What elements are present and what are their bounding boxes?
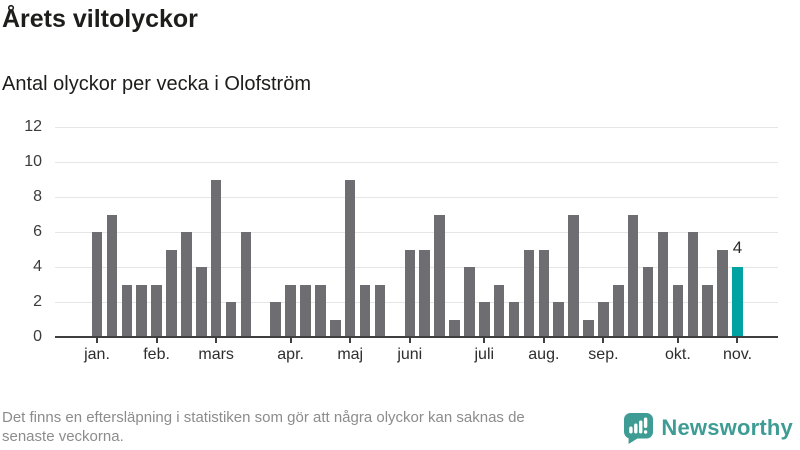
bar-week-26 [464, 267, 475, 337]
month-tick-juli [483, 337, 486, 343]
bar-week-1 [91, 232, 103, 337]
month-tick-juni [408, 337, 411, 343]
bar-week-41 [687, 232, 699, 337]
y-axis-label-0: 0 [33, 328, 42, 345]
y-axis-label-4: 4 [33, 258, 42, 275]
gridline-12 [55, 126, 778, 128]
bar-week-35 [598, 302, 609, 337]
newsworthy-logo-text: Newsworthy [661, 415, 793, 440]
bar-week-11 [240, 232, 252, 337]
month-tick-sep [602, 337, 605, 343]
bar-week-44 [732, 267, 743, 337]
month-tick-jan [96, 337, 98, 343]
month-label-feb: feb. [143, 346, 170, 363]
highlight-value-label: 4 [732, 238, 743, 257]
bar-week-42 [702, 284, 713, 337]
bar-week-30 [523, 249, 535, 337]
bar-week-28 [493, 284, 505, 337]
month-label-juni: juni [397, 346, 423, 363]
gridline-10 [55, 161, 778, 163]
footer-note-line-2: senaste veckorna. [2, 427, 124, 445]
month-tick-mars [215, 337, 218, 343]
bar-week-19 [359, 284, 371, 337]
footer-note: Det finns en eftersläpning i statistiken… [2, 409, 525, 446]
bar-week-29 [508, 302, 520, 337]
bar-week-8 [196, 267, 207, 337]
bar-week-13 [270, 302, 281, 337]
bar-week-33 [568, 214, 579, 337]
bar-week-24 [434, 214, 445, 337]
month-label-apr: apr. [277, 346, 304, 363]
month-tick-nov [736, 337, 739, 343]
month-label-sep: sep. [588, 346, 619, 363]
y-axis-label-12: 12 [24, 118, 42, 135]
bar-week-27 [479, 302, 490, 337]
month-tick-feb [155, 337, 158, 343]
month-tick-apr [289, 337, 292, 343]
bar-week-18 [344, 179, 356, 337]
bar-week-36 [613, 284, 624, 337]
gridline-4 [55, 266, 778, 268]
bar-week-23 [419, 249, 430, 337]
bar-week-4 [136, 284, 147, 337]
bar-week-14 [285, 284, 296, 337]
month-tick-maj [349, 337, 352, 343]
bar-week-10 [225, 302, 237, 337]
bar-week-6 [166, 249, 177, 337]
x-axis-line [55, 335, 778, 338]
bar-week-40 [672, 284, 684, 337]
y-axis-label-8: 8 [33, 188, 42, 205]
month-label-aug: aug. [528, 346, 560, 363]
bar-week-2 [106, 214, 118, 337]
gridline-2 [55, 301, 778, 303]
newsworthy-bubble-chart-icon [624, 413, 654, 444]
month-label-juli: juli [474, 346, 495, 363]
bar-week-43 [717, 249, 728, 337]
y-axis-label-2: 2 [33, 293, 42, 310]
bar-week-5 [151, 284, 162, 337]
month-label-maj: maj [337, 346, 364, 363]
gridline-6 [55, 231, 778, 233]
y-axis-label-10: 10 [24, 153, 42, 170]
bar-week-37 [627, 214, 639, 337]
bar-week-7 [181, 232, 192, 337]
month-label-mars: mars [198, 346, 234, 363]
bar-week-32 [553, 302, 564, 337]
y-axis-label-6: 6 [33, 223, 42, 240]
page-title: Årets viltolyckor [2, 5, 198, 33]
gridline-8 [55, 196, 778, 198]
bar-week-31 [538, 249, 550, 337]
bar-week-3 [121, 284, 133, 337]
bar-week-20 [374, 284, 386, 337]
bar-week-38 [642, 267, 654, 337]
bar-week-16 [315, 284, 326, 337]
month-tick-okt [676, 337, 679, 343]
chart-subtitle: Antal olyckor per vecka i Olofström [2, 73, 311, 95]
bar-week-34 [583, 319, 594, 337]
footer-note-line-1: Det finns en eftersläpning i statistiken… [2, 409, 525, 426]
bar-week-22 [404, 249, 416, 337]
bar-week-25 [449, 319, 460, 337]
newsworthy-logo: Newsworthy [624, 413, 793, 444]
month-label-okt: okt. [664, 346, 691, 363]
month-tick-aug [542, 337, 545, 343]
bar-week-9 [210, 179, 222, 337]
month-label-jan: jan. [84, 346, 110, 363]
month-label-nov: nov. [722, 346, 753, 363]
bar-week-17 [330, 319, 341, 337]
bar-week-39 [657, 232, 669, 337]
bar-week-15 [300, 284, 311, 337]
